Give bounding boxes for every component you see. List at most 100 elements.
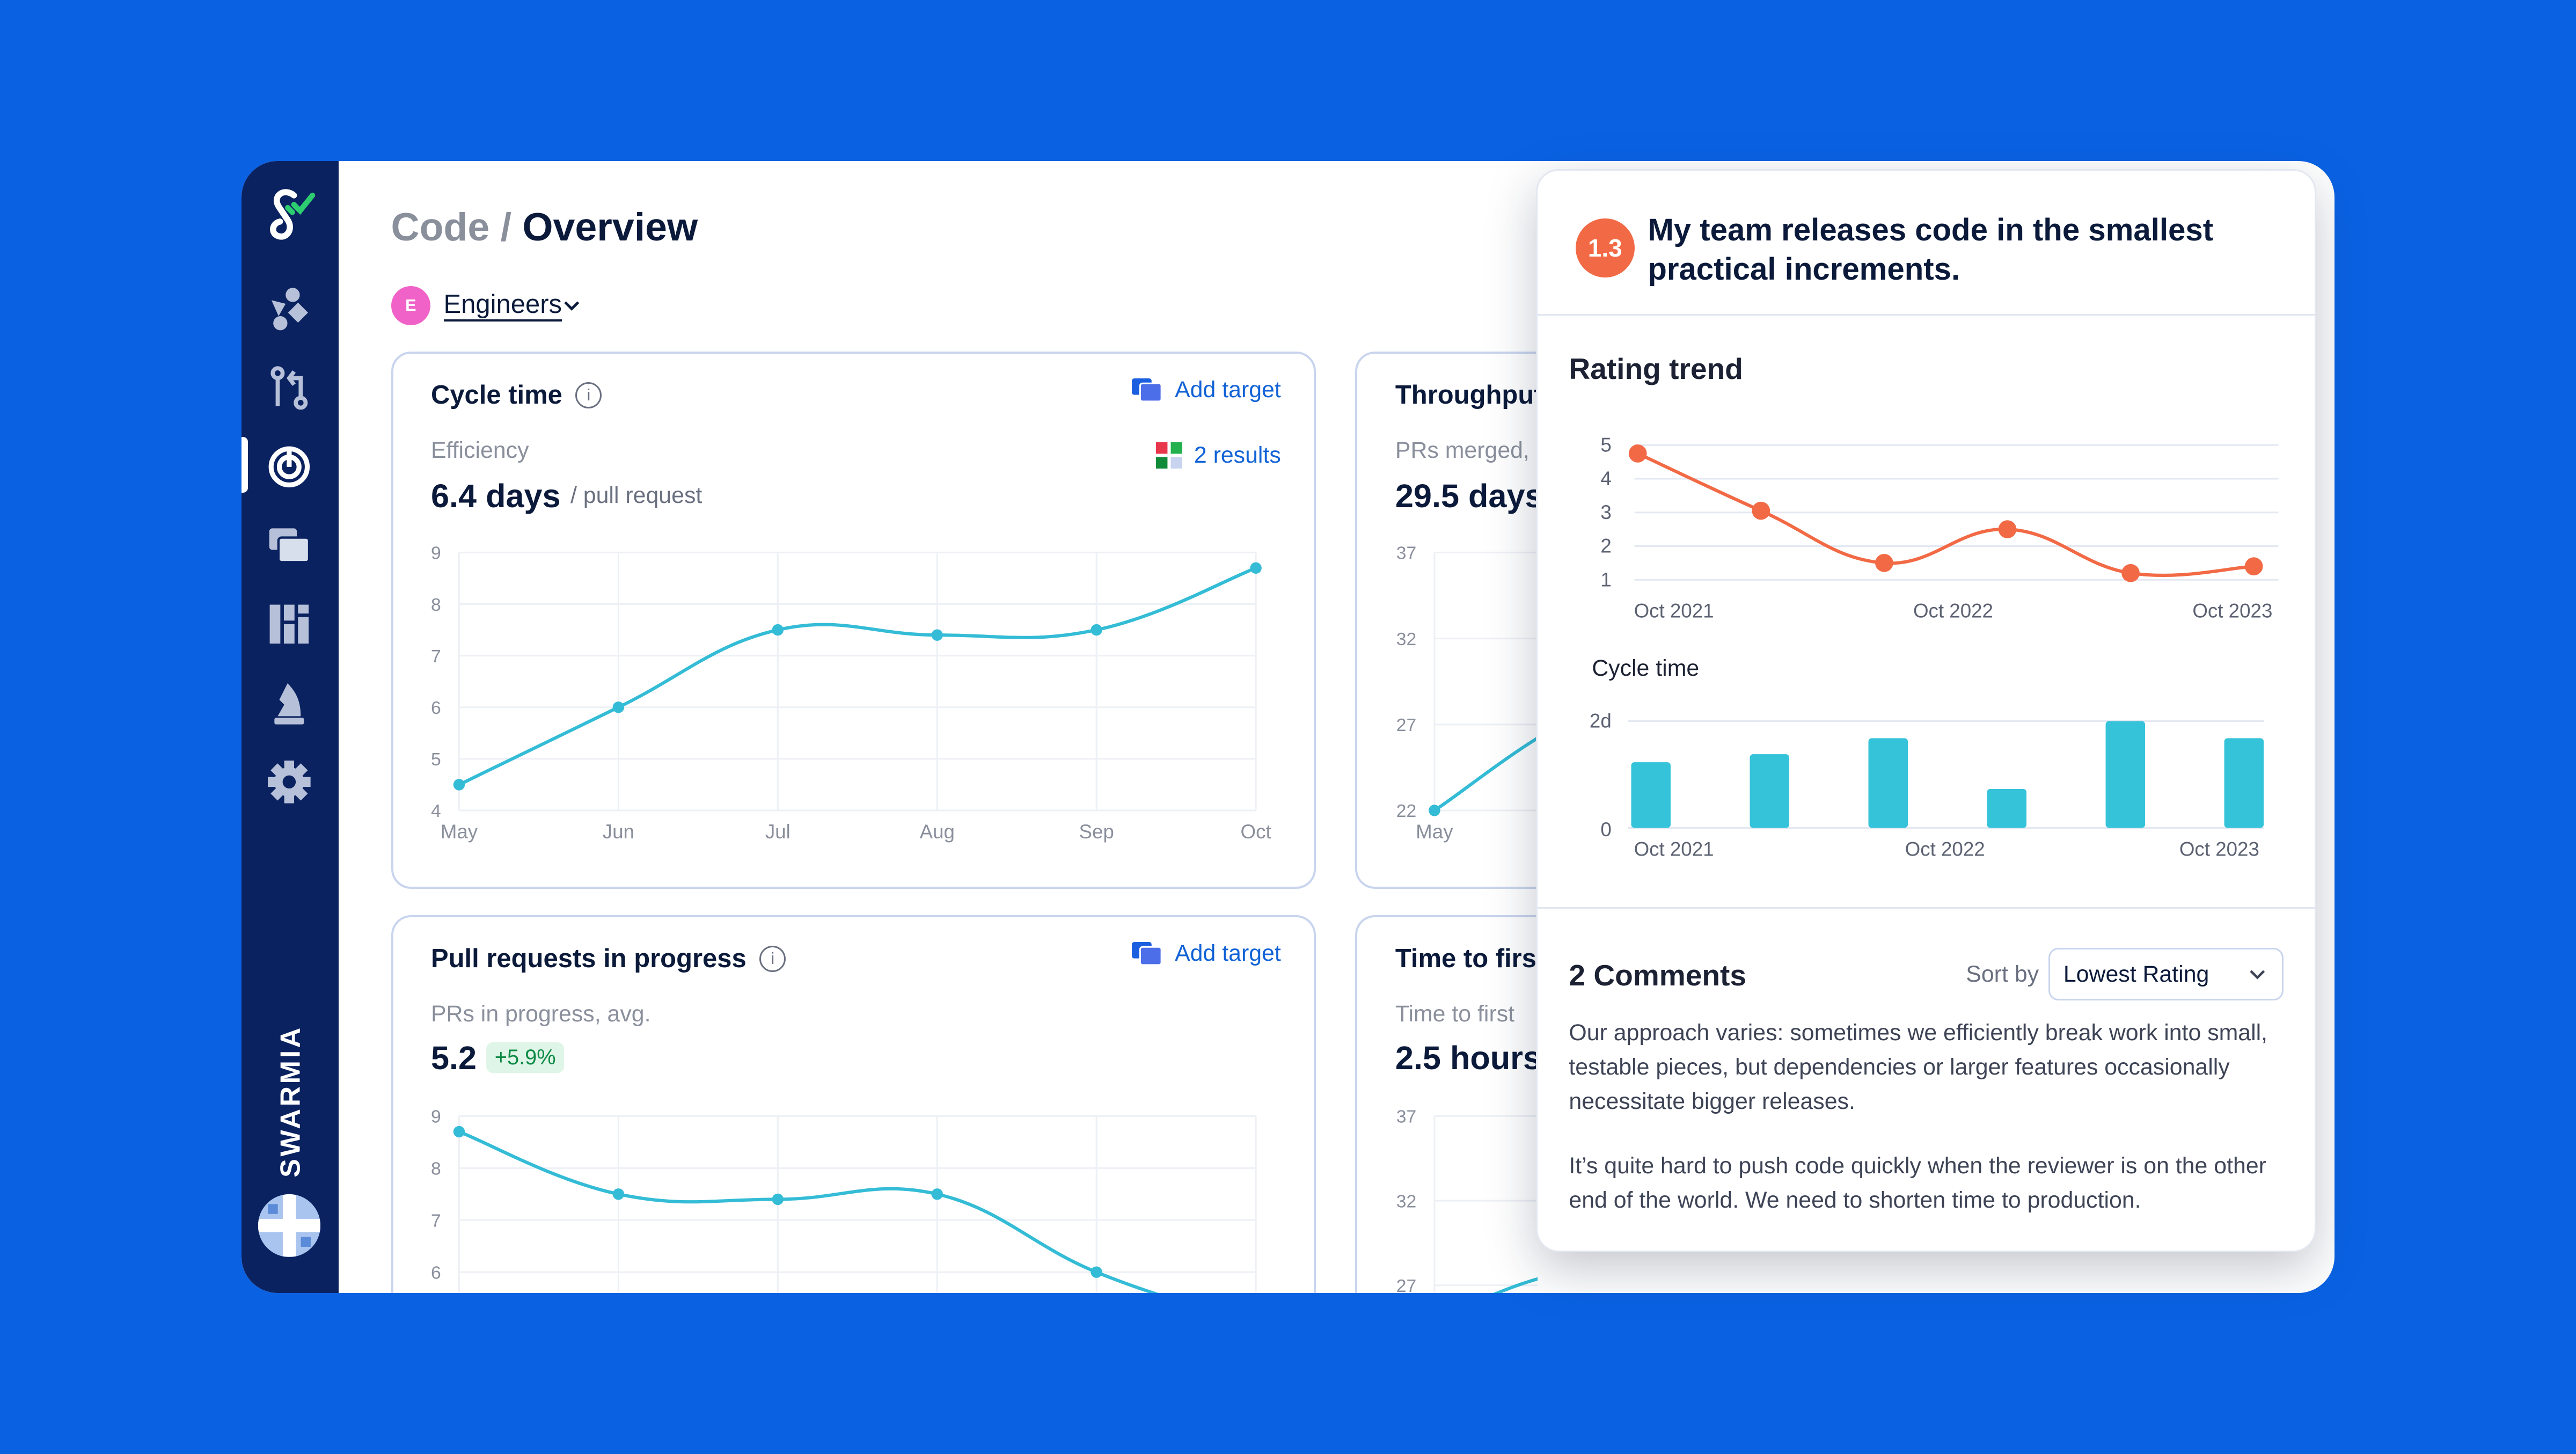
x-tick-label: Oct 2021: [1634, 838, 1714, 860]
target-cards-icon: [1132, 941, 1163, 966]
metric-value: 2.5 hours: [1395, 1039, 1538, 1077]
data-line: [458, 566, 1256, 786]
sort-select[interactable]: Lowest Rating: [2048, 948, 2284, 1001]
score-badge: 1.3: [1575, 218, 1635, 278]
teams-icon[interactable]: [263, 283, 316, 335]
cycle-time-title: Cycle time: [1592, 655, 1700, 682]
chevron-down-icon: [2250, 970, 2265, 980]
rating-point: [1875, 554, 1893, 572]
add-target-label: Add target: [1175, 940, 1281, 966]
y-tick-label: 8: [431, 595, 441, 615]
cycle-time-bar: [1987, 789, 2027, 828]
goals-icon[interactable]: [263, 440, 316, 493]
info-icon[interactable]: i: [575, 382, 602, 408]
rating-point: [2121, 564, 2140, 582]
metric-unit: / pull request: [570, 483, 702, 509]
settings-icon[interactable]: [263, 756, 316, 808]
prs-in-progress-chart: 9 8 7 6: [431, 1107, 1257, 1294]
x-tick-label: Oct 2023: [2179, 838, 2259, 860]
sort-control: Sort by Lowest Rating: [1966, 948, 2284, 1001]
x-tick-label: Oct 2022: [1905, 838, 1985, 860]
question-text: My team releases code in the smallest pr…: [1648, 212, 2214, 287]
y-tick-label: 32: [1396, 1192, 1416, 1211]
data-point: [612, 1188, 624, 1200]
data-point: [612, 702, 624, 713]
add-target-button[interactable]: Add target: [1130, 377, 1281, 403]
user-avatar[interactable]: [258, 1194, 320, 1257]
time-to-first-review-card: Time to first Time to first 2.5 hours 37…: [1355, 915, 1538, 1294]
divider: [1538, 907, 2315, 909]
results-link[interactable]: 2 results: [1156, 442, 1281, 469]
info-icon[interactable]: i: [759, 945, 786, 972]
pull-request-icon[interactable]: [263, 361, 316, 414]
data-point: [772, 1193, 784, 1205]
y-tick-label: 4: [1601, 468, 1612, 490]
strategy-icon[interactable]: [263, 677, 316, 729]
team-selector[interactable]: E Engineers: [391, 286, 580, 326]
chevron-down-icon[interactable]: [564, 299, 580, 312]
team-avatar: E: [391, 286, 431, 326]
metric-number: 29.5 days: [1395, 477, 1538, 514]
metric-value: 6.4 days / pull request: [431, 477, 702, 515]
add-target-button[interactable]: Add target: [1130, 940, 1281, 967]
y-tick-label: 37: [1396, 544, 1416, 564]
data-point: [1249, 562, 1262, 574]
breadcrumb-current: Overview: [522, 204, 698, 249]
x-tick-label: May: [440, 821, 478, 843]
y-tick-label: 7: [431, 1211, 441, 1231]
y-tick-label: 22: [1396, 801, 1416, 821]
y-tick-label: 6: [431, 1263, 441, 1283]
results-grid-icon: [1156, 442, 1183, 469]
x-tick-label: Oct: [1240, 821, 1271, 843]
data-point: [1091, 1266, 1102, 1278]
swarmia-logo-icon[interactable]: [263, 184, 316, 250]
x-tick-label: Oct 2022: [1913, 600, 1993, 622]
rating-point: [1998, 520, 2017, 539]
sort-by-label: Sort by: [1966, 961, 2039, 987]
cycle-time-bar: [1868, 738, 1908, 828]
y-tick-label: 32: [1396, 630, 1416, 649]
rating-trend-title: Rating trend: [1569, 352, 1743, 386]
rating-point: [1629, 444, 1647, 463]
active-indicator: [241, 437, 248, 493]
dashboards-icon[interactable]: [263, 598, 316, 651]
sidebar: SWARMIA: [241, 160, 339, 1294]
throughput-chart: 37322722MayJunJulAugSepOct: [1396, 544, 1538, 843]
x-tick-label: Jun: [602, 821, 634, 843]
y-tick-label: 9: [431, 1107, 441, 1127]
team-name[interactable]: Engineers: [443, 290, 562, 322]
data-line: [1493, 1277, 1538, 1294]
breadcrumb-parent[interactable]: Code: [391, 204, 490, 249]
metric-number: 5.2: [430, 1039, 477, 1076]
card-subtitle: PRs merged,: [1395, 437, 1529, 464]
data-point: [453, 1126, 465, 1138]
card-title: Throughput: [1395, 381, 1538, 410]
data-point: [772, 624, 784, 636]
work-icon[interactable]: [263, 519, 316, 572]
survey-question-panel: 1.3 My team releases code in the smalles…: [1536, 169, 2317, 1252]
card-title: Time to first: [1395, 944, 1538, 974]
comment: Our approach varies: sometimes we effici…: [1569, 1019, 2268, 1115]
y-tick-label: 2: [1601, 535, 1612, 557]
main-content: Code / Overview E Engineers Cycle time i …: [339, 161, 2334, 1294]
y-tick-label: 0: [1601, 819, 1612, 841]
data-point: [931, 629, 943, 641]
y-tick-label: 27: [1396, 1276, 1416, 1293]
data-point: [931, 1188, 943, 1200]
page-title: Code / Overview: [391, 204, 698, 250]
card-title: Cycle time: [430, 381, 562, 410]
cycle-time-card: Cycle time i Add target 2 results Efficie…: [391, 352, 1316, 889]
comments-title: 2 Comments: [1569, 958, 1747, 992]
data-point: [1429, 805, 1441, 816]
metric-number: 2.5 hours: [1395, 1039, 1538, 1076]
cycle-time-bar: [2105, 721, 2146, 828]
brand-wordmark: SWARMIA: [275, 1025, 306, 1178]
y-tick-label: 5: [431, 750, 441, 770]
y-tick-label: 1: [1601, 569, 1612, 591]
divider: [1538, 313, 2315, 316]
y-tick-label: 9: [431, 544, 441, 564]
panel-charts: 5 4 3 2 1 Oct 2021 Oct 2022 Oct 2023 2d 0 Oct 2021…: [1590, 434, 2279, 860]
data-line: [458, 1130, 1159, 1294]
time-to-first-chart: 37 32 27: [1396, 1107, 1538, 1294]
y-tick-label: 8: [431, 1159, 441, 1179]
